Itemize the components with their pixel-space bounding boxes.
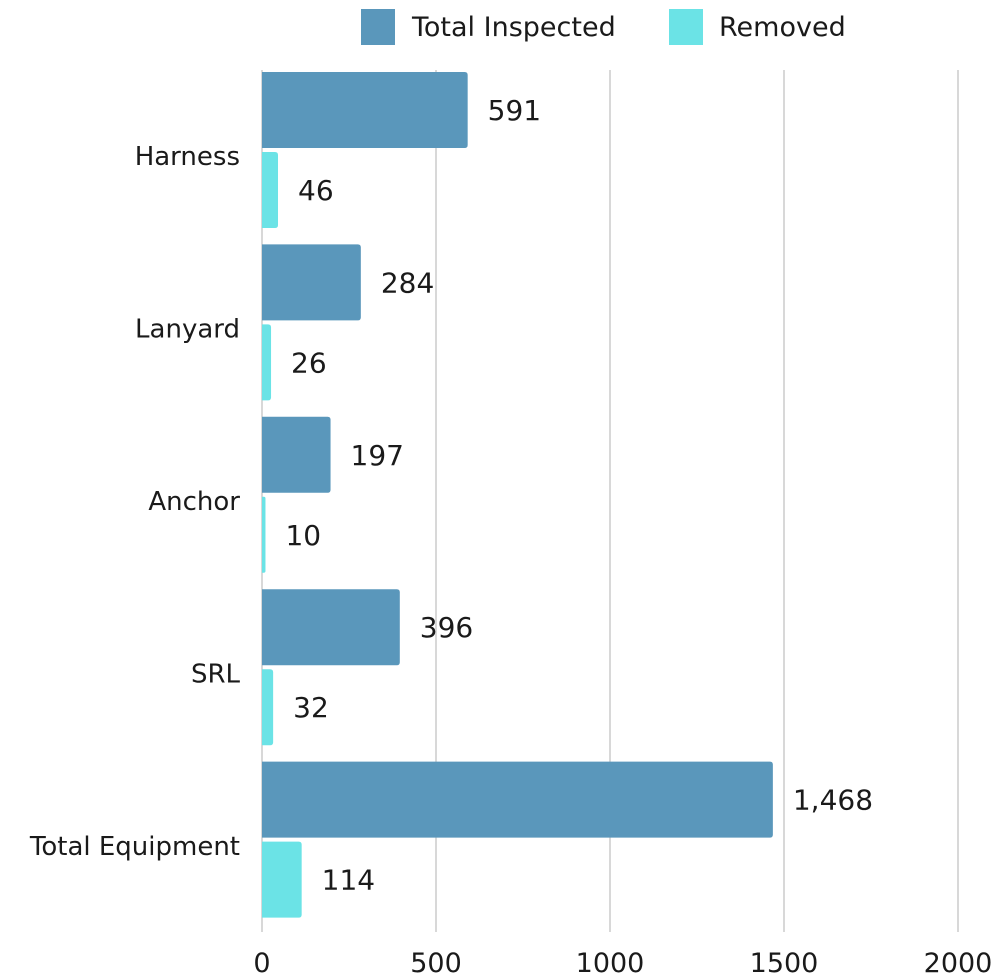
legend-label-removed: Removed xyxy=(719,12,846,43)
value-label-removed-harness: 46 xyxy=(298,174,334,207)
x-tick-label-500: 500 xyxy=(410,948,462,979)
legend-item-total-inspected: Total Inspected xyxy=(361,9,616,45)
legend-label-total-inspected: Total Inspected xyxy=(411,12,616,43)
x-tick-label-1000: 1000 xyxy=(576,948,645,979)
bar-total-inspected-srl xyxy=(262,589,400,666)
category-labels: Harness Lanyard Anchor SRL Total Equipment xyxy=(29,142,241,862)
value-label-total-inspected-lanyard: 284 xyxy=(381,266,434,299)
bar-removed-total-equipment xyxy=(262,841,302,918)
x-tick-label-1500: 1500 xyxy=(750,948,819,979)
bar-total-inspected-lanyard xyxy=(262,244,361,321)
x-tick-label-0: 0 xyxy=(253,948,270,979)
bar-total-inspected-anchor xyxy=(262,416,331,493)
category-label-lanyard: Lanyard xyxy=(135,315,240,345)
category-label-anchor: Anchor xyxy=(148,487,240,517)
value-label-total-inspected-total-equipment: 1,468 xyxy=(793,784,873,817)
x-axis-ticks: 0 500 1000 1500 2000 xyxy=(253,948,992,979)
legend: Total Inspected Removed xyxy=(361,9,846,45)
x-tick-label-2000: 2000 xyxy=(924,948,993,979)
bar-total-inspected-harness xyxy=(262,72,468,148)
value-label-removed-srl: 32 xyxy=(293,691,329,724)
value-label-total-inspected-harness: 591 xyxy=(488,94,541,127)
value-label-removed-total-equipment: 114 xyxy=(322,864,375,897)
bar-removed-lanyard xyxy=(262,324,272,401)
category-label-total-equipment: Total Equipment xyxy=(29,832,240,862)
value-labels: 591 46 284 26 197 10 396 32 1,468 114 xyxy=(285,94,873,897)
category-label-harness: Harness xyxy=(135,142,240,172)
bars xyxy=(262,72,773,918)
value-label-removed-anchor: 10 xyxy=(285,519,321,552)
legend-item-removed: Removed xyxy=(669,9,846,45)
bar-removed-anchor xyxy=(262,496,266,573)
bar-removed-harness xyxy=(262,152,279,228)
value-label-total-inspected-srl: 396 xyxy=(420,611,473,644)
category-label-srl: SRL xyxy=(191,659,241,689)
bar-removed-srl xyxy=(262,669,274,746)
value-label-total-inspected-anchor: 197 xyxy=(351,439,404,472)
value-label-removed-lanyard: 26 xyxy=(291,346,327,379)
bar-total-inspected-total-equipment xyxy=(262,761,773,838)
legend-swatch-total-inspected xyxy=(361,9,395,45)
legend-swatch-removed xyxy=(669,9,703,45)
